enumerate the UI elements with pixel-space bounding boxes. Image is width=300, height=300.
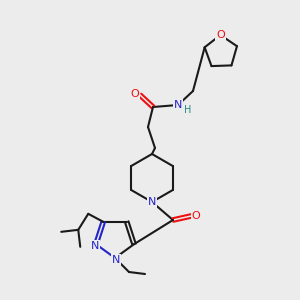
Text: O: O: [192, 211, 200, 221]
Text: O: O: [216, 30, 225, 40]
Text: N: N: [91, 241, 99, 251]
Text: N: N: [112, 255, 120, 265]
Text: N: N: [148, 197, 156, 207]
Text: N: N: [174, 100, 182, 110]
Text: O: O: [130, 89, 140, 99]
Text: H: H: [184, 105, 192, 115]
